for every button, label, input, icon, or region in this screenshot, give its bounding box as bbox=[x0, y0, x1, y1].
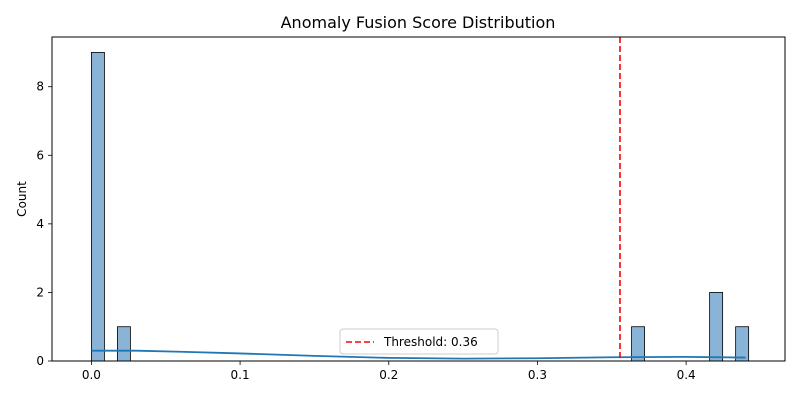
y-axis-label: Count bbox=[15, 181, 29, 217]
kde-curve bbox=[91, 349, 746, 360]
x-tick-label-4: 0.4 bbox=[677, 368, 696, 382]
y-axis-ticks: 0 2 4 6 8 bbox=[36, 80, 52, 368]
x-tick-label-3: 0.3 bbox=[528, 368, 547, 382]
bars-layer bbox=[91, 52, 750, 362]
histogram-bar-2 bbox=[631, 326, 645, 362]
histogram-bar-1 bbox=[117, 326, 131, 362]
x-tick-label-2: 0.2 bbox=[379, 368, 398, 382]
y-tick-label-3: 6 bbox=[36, 148, 44, 162]
y-tick-label-4: 8 bbox=[36, 80, 44, 94]
histogram-bar-0 bbox=[91, 52, 105, 362]
legend: Threshold: 0.36 bbox=[339, 328, 499, 355]
x-axis-ticks: 0.0 0.1 0.2 0.3 0.4 bbox=[82, 361, 696, 382]
histogram-bar-3 bbox=[709, 292, 724, 362]
legend-threshold-label: Threshold: 0.36 bbox=[383, 335, 478, 349]
y-tick-label-1: 2 bbox=[36, 285, 44, 299]
chart-title: Anomaly Fusion Score Distribution bbox=[281, 13, 556, 32]
x-tick-label-0: 0.0 bbox=[82, 368, 101, 382]
kde-layer bbox=[91, 349, 746, 360]
y-tick-label-0: 0 bbox=[36, 354, 44, 368]
x-tick-label-1: 0.1 bbox=[231, 368, 250, 382]
y-tick-label-2: 4 bbox=[36, 217, 44, 231]
histogram-bar-4 bbox=[735, 326, 750, 362]
plot-frame bbox=[51, 36, 786, 362]
legend-box bbox=[339, 328, 499, 355]
